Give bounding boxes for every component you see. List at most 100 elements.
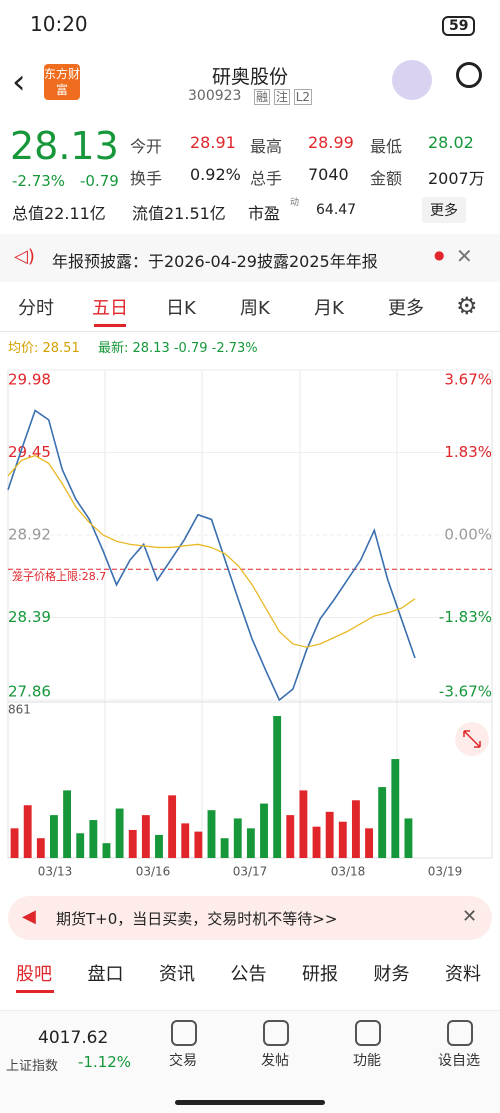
y-tick-label: 29.45 bbox=[8, 443, 51, 461]
stat-value: 2007万 bbox=[428, 169, 485, 188]
stat-label: 今开 bbox=[130, 137, 163, 156]
volume-bar bbox=[312, 826, 321, 858]
banner-close[interactable]: ✕ bbox=[462, 906, 478, 927]
plot-border bbox=[7, 369, 493, 859]
nav-item[interactable]: 设自选 bbox=[438, 1053, 480, 1069]
nav-item[interactable]: 交易 bbox=[169, 1053, 197, 1069]
volume-bar bbox=[63, 790, 72, 858]
tab-underline bbox=[94, 324, 126, 327]
y-tick-label: 28.39 bbox=[8, 608, 51, 626]
float-value: 流值21.51亿 bbox=[132, 204, 226, 223]
avatar[interactable] bbox=[392, 60, 432, 100]
price-line bbox=[7, 409, 416, 702]
volume-bar bbox=[246, 828, 255, 858]
volume-bar bbox=[325, 811, 334, 858]
more-button[interactable]: 更多 bbox=[422, 197, 466, 223]
x-tick-label: 03/18 bbox=[331, 865, 366, 879]
bottom-tab[interactable]: 公告 bbox=[230, 964, 267, 985]
nav-icon[interactable] bbox=[355, 1020, 381, 1046]
volume-bar bbox=[76, 833, 85, 858]
volume-bar bbox=[260, 803, 268, 858]
search[interactable] bbox=[456, 62, 482, 88]
price: 28.13 bbox=[10, 124, 119, 168]
x-tick-label: 03/19 bbox=[428, 865, 463, 879]
volume-bar bbox=[168, 795, 177, 858]
bottom-tab[interactable]: 资讯 bbox=[159, 964, 195, 985]
divider bbox=[0, 331, 500, 332]
nav-bar bbox=[0, 1010, 500, 1113]
clock: 10:20 bbox=[30, 12, 88, 36]
volume-bar bbox=[299, 790, 308, 858]
pct-tick-label: 3.67% bbox=[444, 371, 492, 389]
tag: 融 bbox=[254, 89, 271, 105]
total-value: 总值22.11亿 bbox=[12, 204, 106, 223]
tab[interactable]: 分时 bbox=[18, 298, 54, 319]
volume-bar bbox=[36, 838, 45, 858]
volume-bar bbox=[155, 834, 163, 858]
logo: 东方财富 bbox=[44, 64, 80, 100]
index-value[interactable]: 4017.62 bbox=[38, 1028, 109, 1048]
pe-label: 市盈 bbox=[248, 204, 281, 223]
banner-icon: ◀ bbox=[22, 906, 36, 927]
stat-label: 最低 bbox=[370, 137, 403, 156]
nav-item[interactable]: 发帖 bbox=[261, 1053, 289, 1069]
x-tick-label: 03/17 bbox=[233, 865, 268, 879]
volume-bar bbox=[351, 800, 360, 858]
volume-bar bbox=[338, 821, 347, 858]
volume-bar bbox=[181, 823, 190, 858]
stat-value: 0.92% bbox=[190, 165, 241, 184]
bottom-tab[interactable]: 研报 bbox=[302, 964, 338, 985]
stat-label: 总手 bbox=[250, 169, 283, 188]
bottom-tab[interactable]: 资料 bbox=[445, 964, 481, 985]
close[interactable]: ✕ bbox=[456, 244, 473, 268]
volume-bar bbox=[404, 818, 413, 858]
stat-label: 最高 bbox=[250, 137, 283, 156]
nav-icon[interactable] bbox=[171, 1020, 197, 1046]
banner[interactable] bbox=[8, 896, 492, 940]
volume-bar bbox=[194, 831, 203, 858]
back[interactable]: ‹ bbox=[12, 62, 26, 102]
tab[interactable]: 月K bbox=[314, 298, 344, 319]
settings[interactable]: ⚙ bbox=[456, 292, 478, 320]
tab[interactable]: 日K bbox=[166, 298, 196, 319]
stat-value: 7040 bbox=[308, 165, 349, 184]
volume-bar bbox=[233, 818, 242, 858]
stat-value: 28.02 bbox=[428, 133, 474, 152]
stat-value: 28.99 bbox=[308, 133, 354, 152]
stat-value: 28.91 bbox=[190, 133, 236, 152]
tags: 融 注 L2 bbox=[254, 88, 313, 105]
battery: 59 bbox=[442, 16, 476, 36]
pct-tick-label: 0.00% bbox=[444, 526, 492, 544]
volume-bar bbox=[50, 815, 58, 858]
change: -0.79 bbox=[80, 172, 119, 190]
banner-text[interactable]: 期货T+0，当日买卖，交易时机不等待>> bbox=[56, 910, 338, 928]
bottom-tab[interactable]: 股吧 bbox=[16, 964, 52, 985]
tag: 注 bbox=[273, 89, 290, 105]
notice[interactable]: 年报预披露：于2026-04-29披露2025年年报 bbox=[52, 252, 378, 271]
volume-bar bbox=[220, 838, 229, 858]
bottom-tab[interactable]: 财务 bbox=[373, 964, 410, 985]
tab[interactable]: 五日 bbox=[92, 298, 128, 319]
notice-bar bbox=[0, 234, 500, 282]
volume-bar bbox=[141, 815, 150, 858]
index-name: 上证指数 bbox=[6, 1059, 59, 1074]
change-pct: -2.73% bbox=[12, 172, 66, 190]
stat-label: 金额 bbox=[370, 169, 403, 188]
volume-bar bbox=[102, 843, 111, 858]
nav-icon[interactable] bbox=[263, 1020, 289, 1046]
nav-item[interactable]: 功能 bbox=[353, 1053, 381, 1069]
volume-bar bbox=[207, 810, 216, 858]
nav-icon[interactable] bbox=[447, 1020, 473, 1046]
volume-bar bbox=[273, 716, 282, 858]
x-tick-label: 03/16 bbox=[136, 865, 171, 879]
bottom-tab[interactable]: 盘口 bbox=[87, 964, 124, 985]
tab[interactable]: 周K bbox=[240, 298, 270, 319]
chart: 29.98 3.67% 29.45 1.83% 28.92 0.00% 28.39 -1.83… bbox=[7, 369, 493, 879]
avg-legend: 均价: 28.51 bbox=[8, 341, 80, 356]
volume-bar bbox=[23, 805, 32, 858]
pe-value: 64.47 bbox=[316, 202, 357, 218]
volume-bar bbox=[365, 828, 373, 858]
stat-label: 换手 bbox=[130, 169, 163, 188]
tab[interactable]: 更多 bbox=[388, 298, 424, 319]
pct-tick-label: -1.83% bbox=[439, 608, 492, 626]
